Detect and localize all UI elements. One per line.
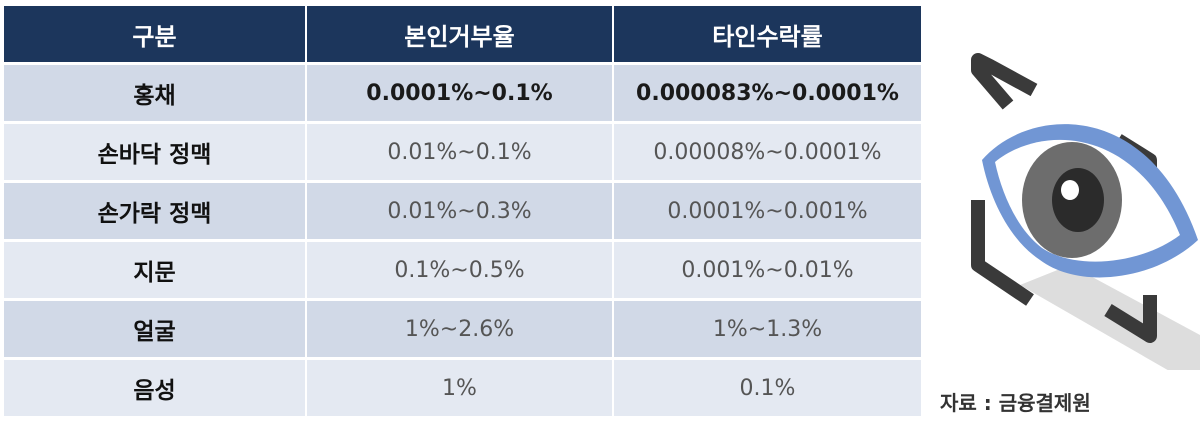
row-frr: 0.1%~0.5%: [307, 242, 614, 301]
row-frr: 0.01%~0.1%: [307, 124, 614, 183]
table-row: 손바닥 정맥 0.01%~0.1% 0.00008%~0.0001%: [4, 124, 921, 183]
table-row: 얼굴 1%~2.6% 1%~1.3%: [4, 301, 921, 360]
row-far: 0.001%~0.01%: [614, 242, 921, 301]
scan-bracket-bottom-right: [1104, 295, 1157, 343]
table-header-row: 구분 본인거부율 타인수락률: [4, 6, 921, 65]
row-frr: 0.0001%~0.1%: [307, 65, 614, 124]
row-far: 0.000083%~0.0001%: [614, 65, 921, 124]
table-row: 손가락 정맥 0.01%~0.3% 0.0001%~0.001%: [4, 183, 921, 242]
header-category: 구분: [4, 6, 307, 65]
table-row: 홍채 0.0001%~0.1% 0.000083%~0.0001%: [4, 65, 921, 124]
table-row: 지문 0.1%~0.5% 0.001%~0.01%: [4, 242, 921, 301]
row-frr: 1%: [307, 360, 614, 419]
source-caption: 자료 : 금융결제원: [940, 391, 1091, 415]
row-frr: 1%~2.6%: [307, 301, 614, 360]
scan-bracket-bottom-left: [971, 200, 1034, 306]
row-far: 0.00008%~0.0001%: [614, 124, 921, 183]
row-category: 음성: [4, 360, 307, 419]
eye-pupil: [1052, 168, 1104, 232]
eye-highlight: [1061, 180, 1079, 200]
row-far: 1%~1.3%: [614, 301, 921, 360]
row-category: 지문: [4, 242, 307, 301]
row-far: 0.0001%~0.001%: [614, 183, 921, 242]
table-row: 음성 1% 0.1%: [4, 360, 921, 419]
eye-scan-icon: [971, 53, 1200, 370]
row-frr: 0.01%~0.3%: [307, 183, 614, 242]
row-category: 손가락 정맥: [4, 183, 307, 242]
header-false-acceptance-rate: 타인수락률: [614, 6, 921, 65]
row-category: 얼굴: [4, 301, 307, 360]
scan-bracket-top-left: [971, 53, 1038, 110]
biometric-error-rate-table: 구분 본인거부율 타인수락률 홍채 0.0001%~0.1% 0.000083%…: [4, 6, 921, 419]
row-category: 손바닥 정맥: [4, 124, 307, 183]
header-false-rejection-rate: 본인거부율: [307, 6, 614, 65]
row-category: 홍채: [4, 65, 307, 124]
row-far: 0.1%: [614, 360, 921, 419]
